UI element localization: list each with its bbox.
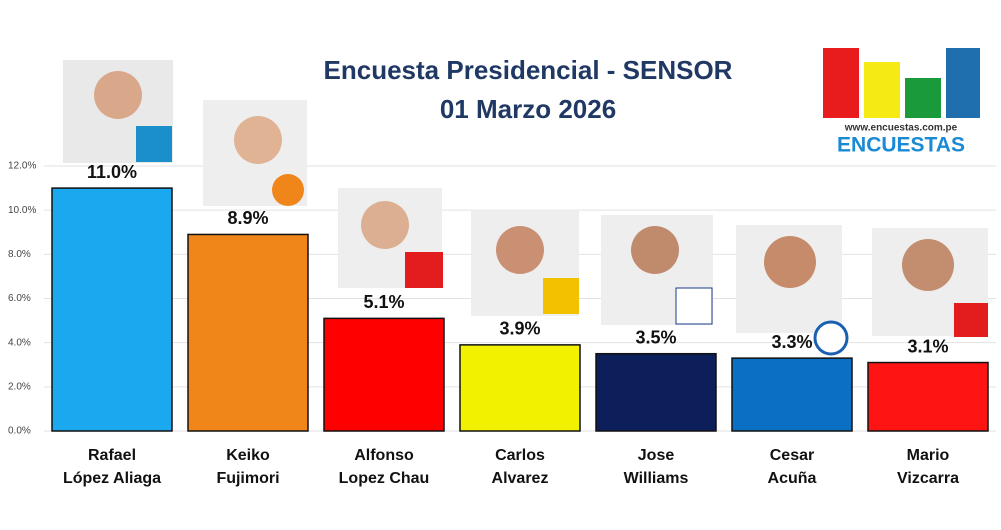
y-tick-label: 12.0% — [8, 161, 36, 172]
x-tick-label: Keiko — [226, 447, 270, 464]
x-tick-label: Jose — [638, 447, 675, 464]
y-tick-label: 4.0% — [8, 337, 31, 348]
x-tick-label: Cesar — [770, 447, 814, 464]
party-logo — [136, 126, 172, 162]
value-label: 5.1% — [363, 292, 404, 312]
logo-bar — [823, 48, 859, 118]
x-tick-label: Williams — [624, 470, 689, 487]
bar — [187, 233, 309, 432]
value-label: 11.0% — [87, 162, 137, 182]
party-logo — [405, 252, 443, 288]
x-tick-label: Acuña — [768, 470, 817, 487]
chart-subtitle: 01 Marzo 2026 — [440, 94, 616, 124]
x-tick-label: López Aliaga — [63, 470, 161, 487]
x-tick-label: Alfonso — [354, 447, 414, 464]
x-tick-label: Carlos — [495, 447, 545, 464]
brand-logo: www.encuestas.com.pe ENCUESTAS — [823, 48, 980, 157]
logo-bar — [946, 48, 980, 118]
photo-face — [902, 239, 954, 291]
photo-face — [361, 201, 409, 249]
y-tick-label: 2.0% — [8, 381, 31, 392]
x-tick-label: Rafael — [88, 447, 136, 464]
party-logo — [813, 320, 849, 356]
x-tick-label: Mario — [907, 447, 950, 464]
photo-face — [764, 236, 816, 288]
party-logo — [272, 174, 304, 206]
y-tick-label: 0.0% — [8, 426, 31, 437]
x-tick-label: Fujimori — [216, 470, 279, 487]
y-tick-label: 6.0% — [8, 293, 31, 304]
party-logo — [543, 278, 579, 314]
party-logo — [675, 287, 713, 325]
y-tick-label: 10.0% — [8, 205, 36, 216]
bar — [459, 344, 581, 432]
value-label: 3.5% — [635, 327, 676, 347]
photo-face — [234, 116, 282, 164]
party-logo — [954, 303, 988, 337]
candidate-photos — [63, 60, 988, 356]
x-tick-label: Lopez Chau — [339, 470, 430, 487]
logo-bar — [905, 78, 941, 118]
photo-face — [94, 71, 142, 119]
brand-name: ENCUESTAS — [837, 134, 965, 157]
x-tick-label: Vizcarra — [897, 470, 959, 487]
bar — [323, 317, 445, 432]
value-label: 3.3% — [771, 332, 812, 352]
bar — [867, 361, 989, 432]
value-label: 3.1% — [907, 336, 948, 356]
logo-bar — [864, 62, 900, 118]
bar — [595, 352, 717, 432]
photo-face — [631, 226, 679, 274]
x-tick-label: Alvarez — [492, 470, 549, 487]
value-label: 8.9% — [227, 208, 268, 228]
y-tick-label: 8.0% — [8, 249, 31, 260]
chart-title: Encuesta Presidencial - SENSOR — [324, 55, 733, 85]
value-label: 3.9% — [499, 319, 540, 339]
bar — [51, 187, 173, 432]
bar — [731, 357, 853, 432]
brand-url: www.encuestas.com.pe — [844, 123, 958, 134]
photo-face — [496, 226, 544, 274]
